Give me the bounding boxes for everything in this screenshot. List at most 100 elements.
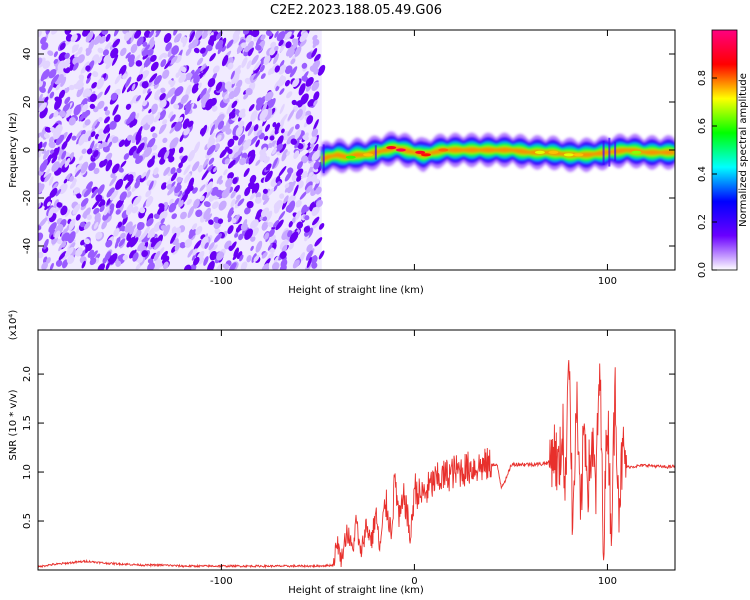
noise-blob [173, 33, 182, 43]
noise-blob [179, 66, 187, 73]
noise-blob [129, 250, 135, 259]
noise-blob [123, 153, 130, 160]
noise-blob [205, 44, 213, 52]
noise-blob [264, 124, 271, 132]
noise-blob [306, 244, 313, 252]
noise-blob [142, 41, 148, 47]
noise-blob [184, 100, 192, 109]
noise-blob [75, 214, 81, 221]
noise-blob [162, 261, 169, 270]
noise-blob [187, 149, 196, 162]
noise-blob [199, 195, 205, 202]
noise-blob [96, 77, 105, 90]
noise-blob [176, 176, 183, 183]
noise-blob [147, 227, 155, 238]
noise-blob [262, 188, 271, 201]
noise-blob [105, 262, 110, 270]
noise-blob [221, 55, 229, 67]
noise-blob [146, 218, 154, 227]
noise-blob [230, 198, 236, 208]
noise-blob [38, 251, 44, 259]
noise-blob [104, 116, 110, 124]
noise-blob [263, 54, 271, 66]
noise-blob [128, 145, 137, 156]
y-tick-label: 1.0 [22, 464, 33, 480]
noise-blob [311, 262, 318, 269]
noise-blob [55, 83, 61, 91]
x-tick-label: 0 [411, 576, 417, 587]
noise-blob [304, 215, 310, 221]
noise-blob [75, 78, 84, 89]
noise-blob [272, 157, 279, 170]
y-tick-label: 0 [22, 147, 33, 153]
noise-blob [291, 99, 297, 106]
noise-blob [102, 49, 110, 57]
noise-blob [115, 209, 121, 215]
noise-blob [85, 31, 94, 43]
noise-blob [126, 203, 134, 216]
noise-blob [38, 232, 44, 242]
noise-blob [275, 219, 284, 231]
noise-blob [186, 198, 192, 205]
noise-blob [279, 60, 285, 69]
noise-blob [295, 123, 300, 130]
noise-blob [192, 187, 198, 194]
noise-blob [284, 79, 291, 87]
noise-blob [193, 141, 201, 154]
noise-blob [110, 47, 119, 59]
noise-blob [251, 253, 257, 263]
noise-blob [80, 239, 86, 246]
noise-blob [278, 64, 287, 75]
noise-blob [104, 251, 112, 262]
noise-blob [147, 262, 155, 270]
noise-blob [217, 218, 224, 224]
snr-y-ticks: 0.5 1.0 1.5 2.0 [22, 366, 675, 529]
noise-blob [53, 111, 59, 118]
noise-blob [239, 157, 247, 166]
noise-blob [269, 33, 274, 40]
noise-blob [272, 121, 277, 128]
noise-blob [150, 61, 159, 72]
noise-blob [187, 249, 194, 258]
noise-blob [275, 143, 284, 152]
noise-blob [296, 180, 304, 189]
noise-blob [112, 104, 119, 116]
noise-blob [251, 54, 259, 66]
noise-blob [215, 134, 222, 143]
noise-blob [216, 251, 224, 261]
noise-blob [118, 139, 126, 148]
noise-blob [76, 193, 82, 199]
noise-blob [241, 57, 248, 68]
noise-blob [274, 65, 280, 73]
noise-blob [227, 225, 234, 235]
noise-blob [107, 141, 113, 148]
noise-blob [183, 127, 190, 136]
noise-blob [237, 134, 246, 146]
noise-blob [58, 158, 67, 168]
noise-blob [153, 113, 161, 123]
noise-blob [189, 228, 197, 237]
noise-blob [72, 203, 81, 215]
noise-blob [301, 75, 309, 82]
noise-blob [169, 126, 176, 134]
noise-blob [59, 42, 66, 51]
noise-blob [177, 190, 183, 197]
noise-blob [239, 113, 244, 118]
noise-blob [77, 46, 83, 55]
noise-blob [224, 158, 230, 165]
y-tick-label: -40 [22, 238, 33, 254]
noise-blob [170, 172, 178, 182]
noise-blob [292, 78, 300, 88]
noise-blob [46, 201, 51, 207]
noise-blob [51, 30, 59, 35]
noise-blob [39, 81, 43, 88]
noise-blob [89, 93, 97, 103]
noise-blob [155, 31, 160, 38]
noise-blob [204, 242, 209, 249]
noise-blob [253, 254, 260, 263]
noise-blob [122, 254, 129, 261]
noise-blob [39, 161, 48, 172]
noise-blob [152, 32, 157, 38]
noise-blob [129, 30, 137, 38]
noise-blob [168, 202, 177, 213]
